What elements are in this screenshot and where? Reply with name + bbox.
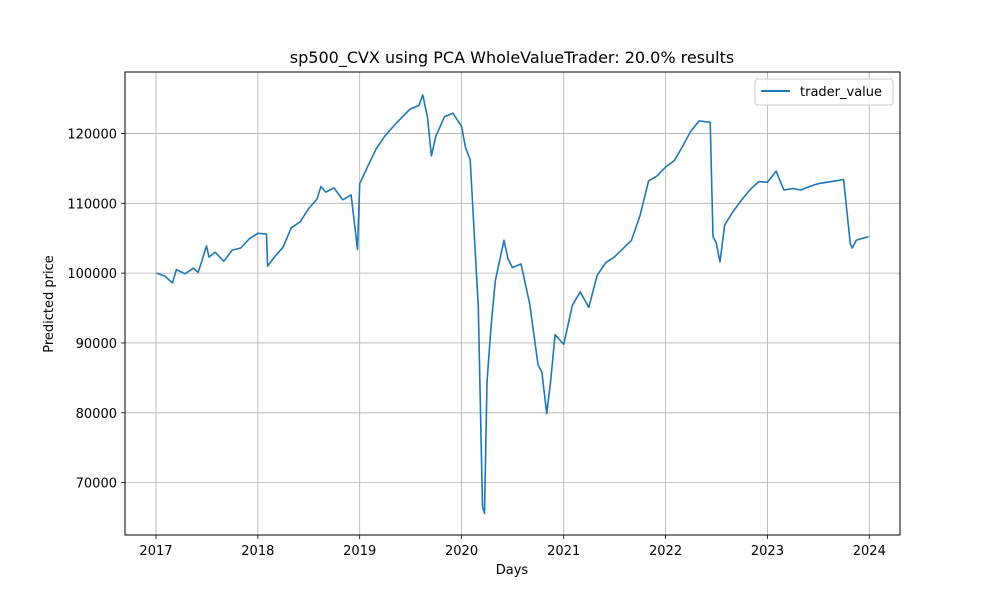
x-tick-label: 2019: [343, 544, 376, 559]
y-tick-label: 80000: [76, 407, 117, 422]
x-tick-label: 2024: [853, 544, 886, 559]
y-tick-label: 70000: [76, 477, 117, 492]
x-axis-label: Days: [496, 563, 529, 578]
x-tick-label: 2021: [547, 544, 580, 559]
legend-box: [754, 78, 894, 106]
series-line-trader-value: [156, 94, 869, 515]
legend-label-trader-value: trader_value: [800, 85, 882, 100]
legend: trader_value: [754, 78, 894, 106]
x-tick-label: 2022: [649, 544, 682, 559]
y-tick-label: 110000: [67, 197, 117, 212]
chart-title: sp500_CVX using PCA WholeValueTrader: 20…: [290, 48, 734, 68]
y-tick-label: 100000: [67, 267, 117, 282]
x-tick-label: 2017: [139, 544, 172, 559]
x-tick-label: 2018: [241, 544, 274, 559]
y-tick-label: 120000: [67, 127, 117, 142]
x-tick-label: 2020: [445, 544, 478, 559]
y-tick-label: 90000: [76, 337, 117, 352]
plot-frame: [124, 71, 901, 536]
grid: [125, 72, 900, 535]
x-tick-label: 2023: [751, 544, 784, 559]
y-axis-label: Predicted price: [42, 255, 57, 353]
axis-ticks: 2017 2018 2019 2020 2021 2022 2023 2024 70000 800…: [67, 127, 885, 559]
